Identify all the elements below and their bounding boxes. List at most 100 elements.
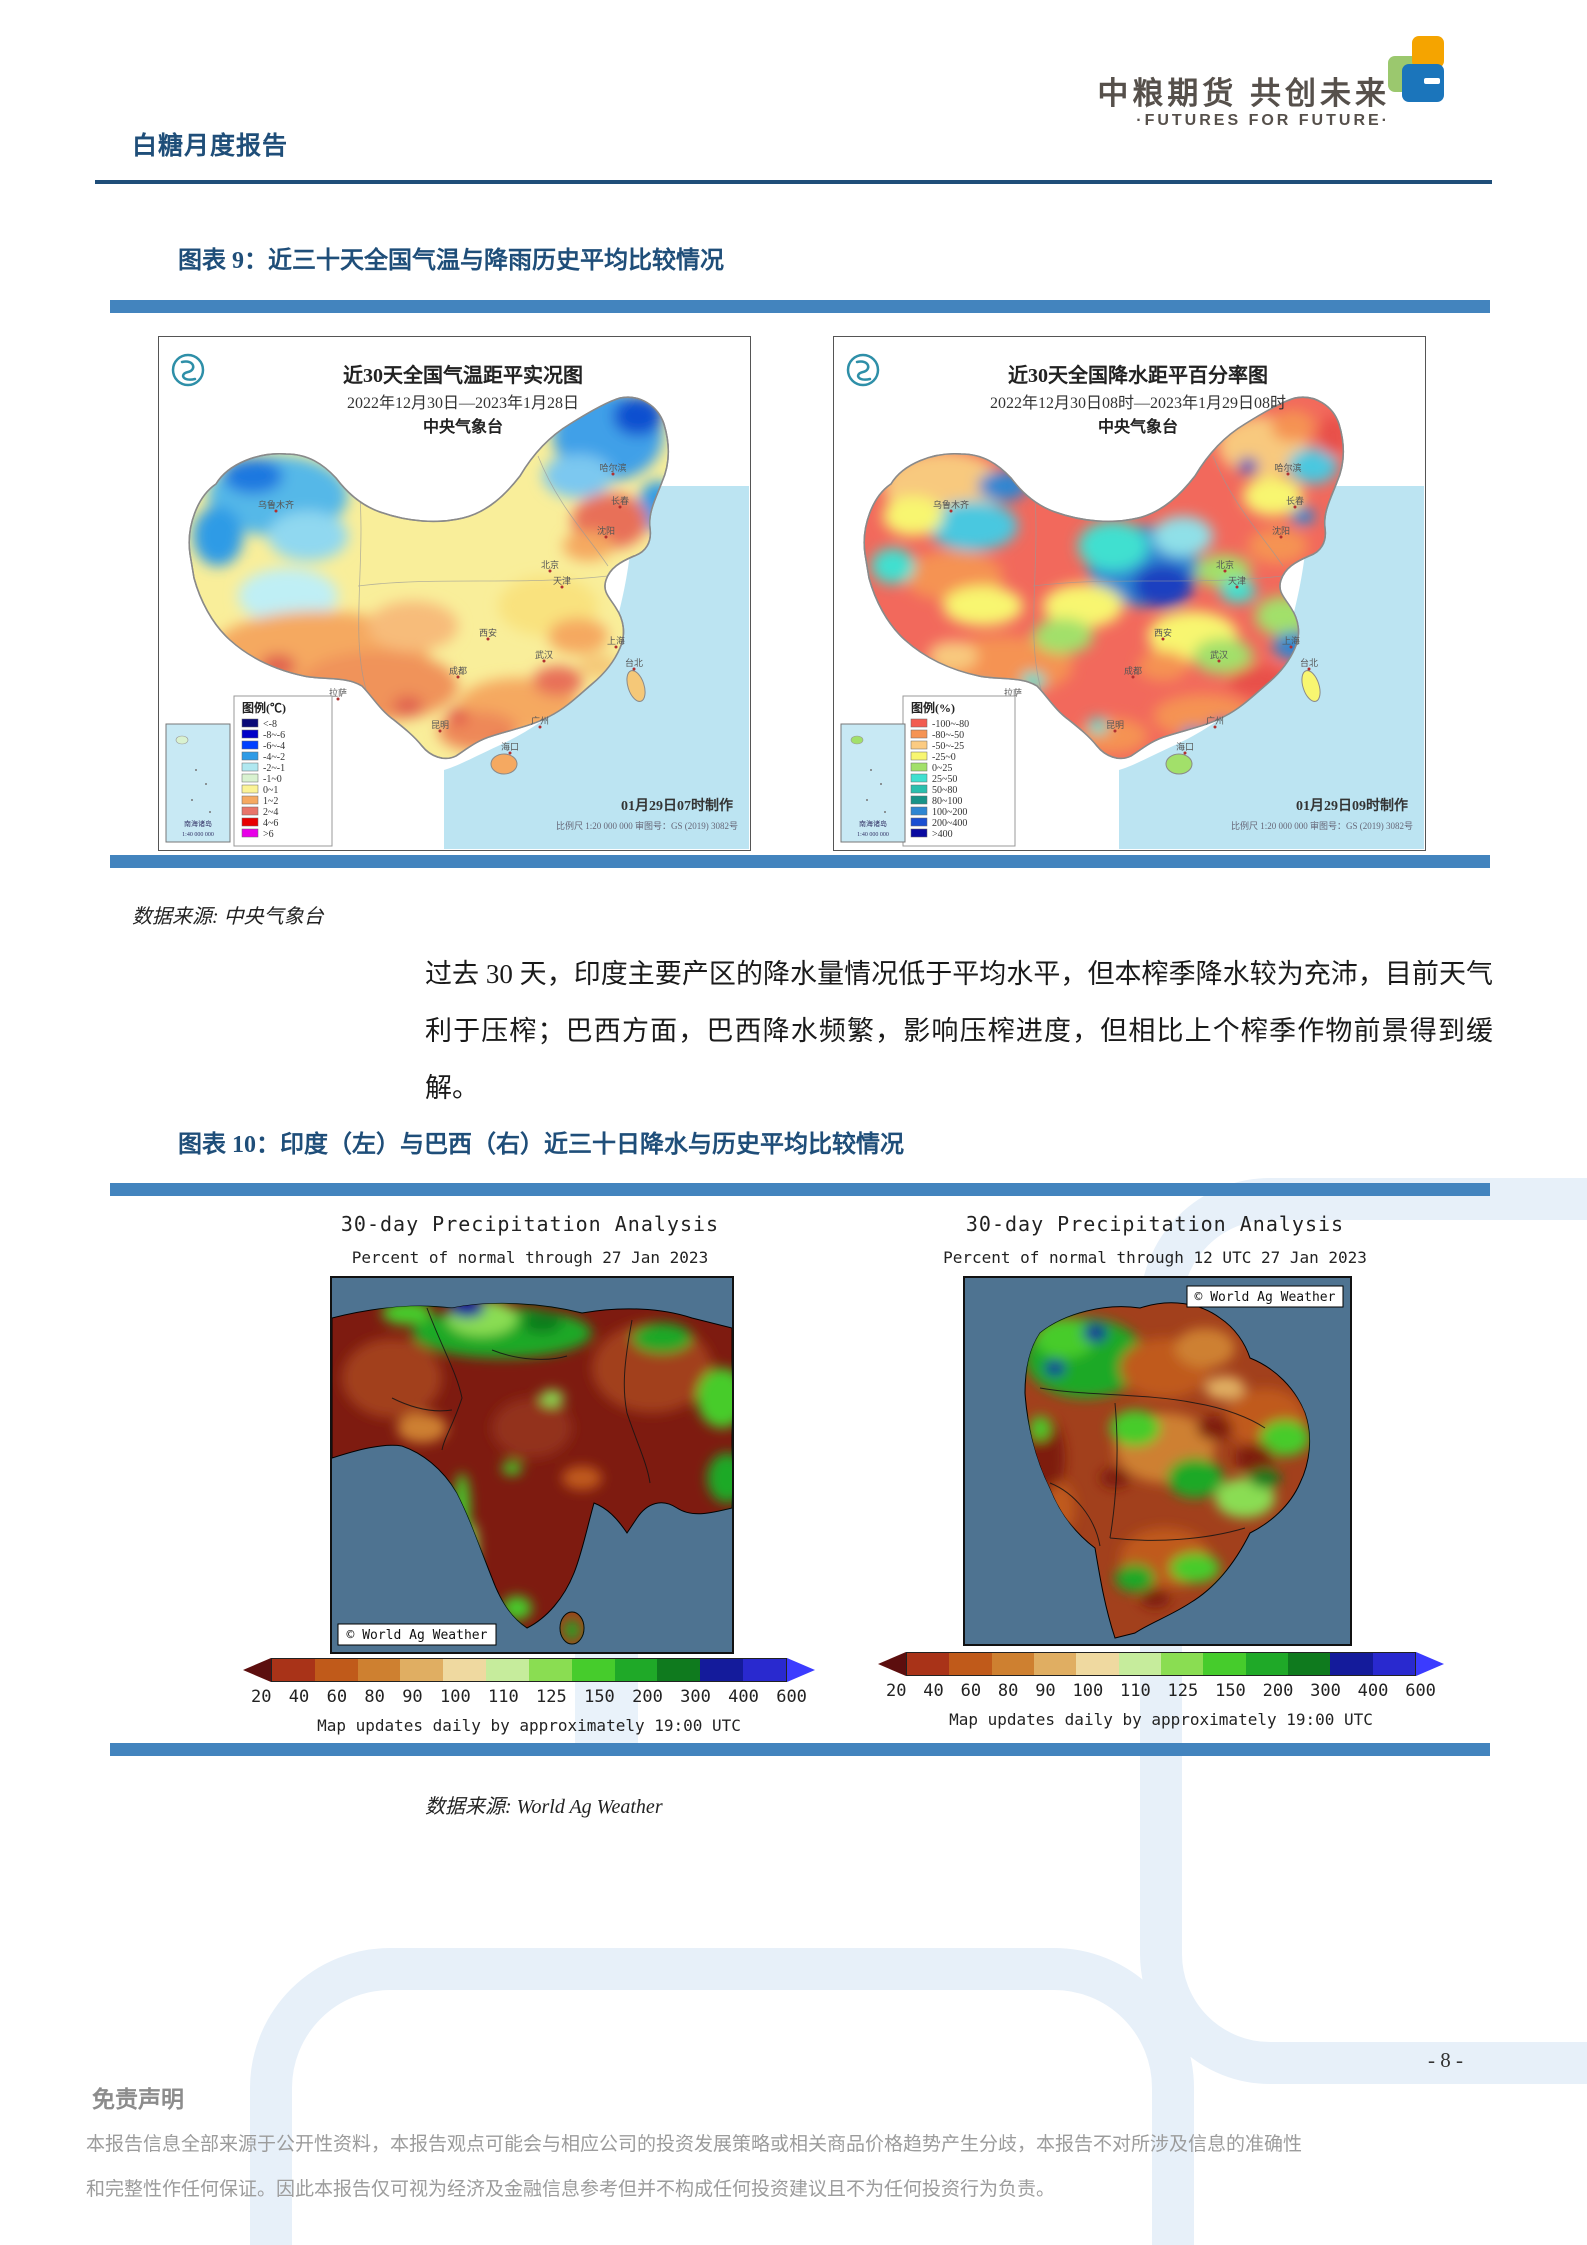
svg-text:0~1: 0~1 xyxy=(263,785,278,796)
precipitation-shading xyxy=(1025,1318,1310,1608)
brazil-map-title: 30-day Precipitation Analysis xyxy=(965,1212,1345,1236)
page-title: 白糖月度报告 xyxy=(132,133,289,160)
commentary-paragraph: 过去 30 天，印度主要产区的降水量情况低于平均水平，但本榨季降水较为充沛，目前… xyxy=(425,959,1493,1103)
svg-text:南海诸岛: 南海诸岛 xyxy=(859,819,887,828)
disclaimer-line-1: 本报告信息全部来源于公开性资料，本报告观点可能会与相应公司的投资发展策略或相关商… xyxy=(86,2134,1303,2155)
credit-box: © World Ag Weather xyxy=(337,1623,497,1646)
svg-text:© World Ag Weather: © World Ag Weather xyxy=(1195,1290,1336,1305)
svg-text:沈阳: 沈阳 xyxy=(1272,525,1290,536)
svg-text:4~6: 4~6 xyxy=(263,818,278,829)
svg-text:天津: 天津 xyxy=(1228,576,1246,586)
china-temperature-map: 乌鲁木齐 哈尔滨 长春 沈阳 北京 天津 西安 上海 武汉 成都 拉萨 昆明 广州 台北 海口 近30天全国… xyxy=(158,336,751,856)
cma-logo-icon xyxy=(846,353,880,387)
logo-orange-square xyxy=(1412,36,1444,68)
svg-text:-80~-50: -80~-50 xyxy=(932,730,964,741)
map-scale-note: 比例尺 1:20 000 000 审图号：GS (2019) 3082号 xyxy=(556,820,738,831)
svg-text:广州: 广州 xyxy=(1206,715,1224,726)
map-made-at: 01月29日07时制作 xyxy=(621,797,733,814)
india-color-scale: 20 40 60 80 90 100 110 125 150 200 300 400 600 Map u… xyxy=(243,1658,815,1735)
legend-box: 图例(%) -100~-80-80~-50-50~-25-25~00~2525~… xyxy=(902,695,1016,847)
svg-text:<-8: <-8 xyxy=(263,719,277,730)
map-title: 近30天全国降水距平百分率图 xyxy=(1008,363,1268,387)
map-date-range: 2022年12月30日—2023年1月28日 xyxy=(347,394,579,412)
company-logo-icon xyxy=(1388,36,1448,108)
figure10-caption: 图表 10：印度（左）与巴西（右）近三十日降水与历史平均比较情况 xyxy=(178,1132,904,1158)
svg-text:长春: 长春 xyxy=(611,495,629,506)
svg-text:>400: >400 xyxy=(932,829,953,840)
india-precipitation-map: © World Ag Weather xyxy=(330,1276,734,1654)
figure10-source: 数据来源: World Ag Weather xyxy=(425,1796,663,1818)
scale-right-arrow xyxy=(787,1658,815,1682)
svg-text:南海诸岛: 南海诸岛 xyxy=(184,819,212,828)
svg-text:100~200: 100~200 xyxy=(932,807,967,818)
map-date-range: 2022年12月30日08时—2023年1月29日08时 xyxy=(990,394,1286,412)
map-agency: 中央气象台 xyxy=(423,417,503,436)
svg-text:1:40 000 000: 1:40 000 000 xyxy=(182,832,214,838)
svg-text:1:40 000 000: 1:40 000 000 xyxy=(857,832,889,838)
svg-text:西安: 西安 xyxy=(1154,627,1172,638)
china-precipitation-map: 乌鲁木齐 哈尔滨 长春 沈阳 北京 天津 西安 上海 武汉 成都 拉萨 昆明 广州 台北 海口 近30天全国… xyxy=(833,336,1426,856)
svg-text:台北: 台北 xyxy=(1300,657,1318,668)
svg-text:台北: 台北 xyxy=(625,657,643,668)
svg-text:沈阳: 沈阳 xyxy=(597,525,615,536)
svg-text:北京: 北京 xyxy=(1216,559,1234,570)
scale-labels: 20 40 60 80 90 100 110 125 150 200 300 400 600 xyxy=(886,1681,1436,1701)
precipitation-anomaly-shading xyxy=(871,410,1344,754)
disclaimer-title: 免责声明 xyxy=(92,2087,184,2112)
hainan-island xyxy=(1165,753,1193,775)
taiwan-island xyxy=(626,670,646,702)
map-made-at: 01月29日09时制作 xyxy=(1296,797,1408,814)
svg-text:上海: 上海 xyxy=(607,635,625,646)
figure10-top-bar xyxy=(110,1183,1490,1196)
svg-text:© World Ag Weather: © World Ag Weather xyxy=(347,1628,488,1643)
scale-labels: 20 40 60 80 90 100 110 125 150 200 300 400 600 xyxy=(251,1687,807,1707)
scale-bar xyxy=(906,1652,1416,1676)
south-china-sea-inset: 南海诸岛 1:40 000 000 xyxy=(165,723,231,843)
figure9-source: 数据来源: 中央气象台 xyxy=(132,906,324,928)
svg-text:25~50: 25~50 xyxy=(932,774,957,785)
figure9-caption: 图表 9：近三十天全国气温与降雨历史平均比较情况 xyxy=(178,248,724,274)
scale-left-arrow xyxy=(243,1658,271,1682)
india-map-subtitle: Percent of normal through 27 Jan 2023 xyxy=(351,1248,709,1267)
credit-box: © World Ag Weather xyxy=(1186,1285,1344,1308)
figure9-bottom-bar xyxy=(110,855,1490,868)
svg-text:上海: 上海 xyxy=(1282,635,1300,646)
company-logo-slogan: ·FUTURES FOR FUTURE· xyxy=(1136,112,1390,129)
svg-text:-8~-6: -8~-6 xyxy=(263,730,285,741)
svg-text:拉萨: 拉萨 xyxy=(1004,687,1022,698)
figure9-top-bar xyxy=(110,300,1490,313)
scale-right-arrow xyxy=(1416,1652,1444,1676)
svg-text:200~400: 200~400 xyxy=(932,818,967,829)
svg-text:-100~-80: -100~-80 xyxy=(932,719,969,730)
svg-text:天津: 天津 xyxy=(553,576,571,586)
scale-left-arrow xyxy=(878,1652,906,1676)
svg-text:-50~-25: -50~-25 xyxy=(932,741,964,752)
svg-text:-25~0: -25~0 xyxy=(932,752,956,763)
logo-blue-notch xyxy=(1424,78,1440,84)
svg-text:海口: 海口 xyxy=(501,741,519,752)
disclaimer-line-2: 和完整性作任何保证。因此本报告仅可视为经济及金融信息参考但并不构成任何投资建议且… xyxy=(86,2179,1056,2200)
hainan-island xyxy=(490,753,518,775)
svg-text:拉萨: 拉萨 xyxy=(329,687,347,698)
india-map-title: 30-day Precipitation Analysis xyxy=(340,1212,720,1236)
svg-text:2~4: 2~4 xyxy=(263,807,278,818)
header-divider xyxy=(95,180,1492,184)
cma-logo-icon xyxy=(171,353,205,387)
map-title: 近30天全国气温距平实况图 xyxy=(343,363,583,387)
svg-text:乌鲁木齐: 乌鲁木齐 xyxy=(933,499,969,510)
svg-text:-6~-4: -6~-4 xyxy=(263,741,285,752)
svg-text:>6: >6 xyxy=(263,829,274,840)
brazil-precipitation-map: © World Ag Weather xyxy=(963,1276,1352,1646)
svg-text:-2~-1: -2~-1 xyxy=(263,763,285,774)
company-logo-text: 中粮期货 共创未来 xyxy=(1097,76,1390,111)
svg-text:80~100: 80~100 xyxy=(932,796,962,807)
svg-text:哈尔滨: 哈尔滨 xyxy=(1274,462,1301,473)
update-note: Map updates daily by approximately 19:00… xyxy=(317,1716,741,1735)
svg-text:武汉: 武汉 xyxy=(535,649,553,660)
brazil-map-subtitle: Percent of normal through 12 UTC 27 Jan … xyxy=(943,1248,1367,1267)
svg-text:50~80: 50~80 xyxy=(932,785,957,796)
map-scale-note: 比例尺 1:20 000 000 审图号：GS (2019) 3082号 xyxy=(1231,820,1413,831)
svg-text:哈尔滨: 哈尔滨 xyxy=(599,462,626,473)
